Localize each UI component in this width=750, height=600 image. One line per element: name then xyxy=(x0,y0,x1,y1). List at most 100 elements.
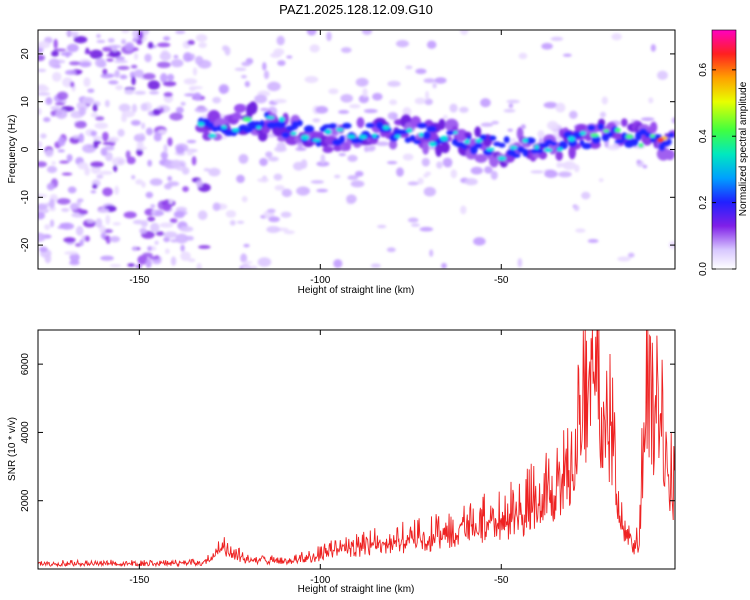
signal-core-blob xyxy=(563,131,573,139)
signal-envelope-blob xyxy=(322,146,334,153)
spectro-blob xyxy=(244,81,250,88)
spectro-blob xyxy=(100,255,114,261)
spectro-blob xyxy=(354,170,364,177)
y-tick-label: 10 xyxy=(20,96,31,108)
spectro-blob xyxy=(57,149,65,153)
spectro-blob xyxy=(82,96,95,105)
spectro-blob xyxy=(38,41,51,49)
spectro-blob xyxy=(517,257,523,268)
signal-envelope-blob xyxy=(440,141,450,154)
spectro-blob xyxy=(225,210,237,218)
spectro-blob xyxy=(241,74,247,79)
spectro-blob xyxy=(114,185,119,195)
spectro-blob xyxy=(347,154,358,162)
signal-peak-blob xyxy=(324,129,332,134)
spectro-blob xyxy=(263,70,270,80)
spectro-blob xyxy=(57,136,66,147)
spectro-blob xyxy=(124,42,135,52)
spectro-blob xyxy=(117,128,125,137)
signal-core-blob xyxy=(461,145,468,150)
spectro-blob xyxy=(142,252,153,258)
spectro-blob xyxy=(69,252,80,263)
spectro-blob xyxy=(349,104,361,109)
spectro-blob xyxy=(89,49,103,59)
spectro-blob xyxy=(107,38,115,43)
spectro-blob xyxy=(38,92,51,96)
spectro-blob xyxy=(242,260,253,264)
signal-core-blob xyxy=(488,135,497,141)
spectro-blob xyxy=(96,174,104,179)
snr-series-line xyxy=(38,330,675,568)
spectro-blob xyxy=(274,184,285,191)
spectro-blob xyxy=(83,77,91,87)
spectro-blob xyxy=(192,67,198,76)
spectro-blob xyxy=(273,173,283,181)
signal-peak-blob xyxy=(579,131,587,136)
spectro-blob xyxy=(180,251,191,262)
y-tick-label: -10 xyxy=(20,190,31,205)
spectro-blob xyxy=(407,217,419,223)
spectro-blob xyxy=(259,157,268,167)
spectro-blob xyxy=(74,121,87,129)
spectro-blob xyxy=(79,61,92,68)
spectro-blob xyxy=(145,258,152,269)
spectro-blob xyxy=(372,92,383,101)
spectro-blob xyxy=(104,99,110,108)
spectro-blob xyxy=(64,69,77,76)
x-tick-label: -100 xyxy=(310,575,330,586)
spectro-blob xyxy=(636,159,641,164)
spectro-blob xyxy=(599,111,607,118)
signal-peak-blob xyxy=(418,132,424,138)
spectro-blob xyxy=(90,161,104,168)
chart-title: PAZ1.2025.128.12.09.G10 xyxy=(279,2,433,17)
spectro-blob xyxy=(180,101,186,106)
colorbar-gradient xyxy=(711,29,737,270)
spectro-blob xyxy=(334,174,341,179)
spectro-blob xyxy=(102,46,113,52)
spectro-blob xyxy=(149,178,163,186)
spectro-blob xyxy=(63,237,76,243)
spectro-blob xyxy=(300,159,308,169)
spectrogram-y-ticks: 20 10 0 -10 -20 xyxy=(20,48,675,252)
spectro-blob xyxy=(234,67,247,71)
spectro-blob xyxy=(163,36,171,41)
spectro-blob xyxy=(328,88,339,95)
spectro-blob xyxy=(387,111,398,120)
spectro-blob xyxy=(38,84,48,91)
spectro-blob xyxy=(180,244,185,252)
spectro-blob xyxy=(611,33,622,41)
signal-envelope-blob xyxy=(356,117,365,129)
signal-peak-blob xyxy=(440,135,448,142)
spectro-blob xyxy=(119,74,128,80)
signal-core-blob xyxy=(281,131,290,139)
spectro-blob xyxy=(296,186,311,196)
spectro-blob xyxy=(170,59,184,68)
spectro-blob xyxy=(424,98,433,106)
signal-envelope-blob xyxy=(474,126,482,138)
spectro-blob xyxy=(229,220,236,226)
spectro-blob xyxy=(114,59,128,64)
spectro-blob xyxy=(173,54,179,59)
spectro-blob xyxy=(480,122,494,127)
spectro-blob xyxy=(240,253,248,263)
spectro-blob xyxy=(171,159,182,169)
spectro-blob xyxy=(295,147,307,151)
signal-core-blob xyxy=(587,124,596,132)
x-tick-label: -150 xyxy=(129,575,149,586)
spectro-blob xyxy=(148,256,160,260)
signal-core-blob xyxy=(524,137,536,145)
signal-peak-blob xyxy=(638,143,644,148)
spectro-blob xyxy=(157,42,171,48)
signal-peak-blob xyxy=(557,147,563,152)
signal-core-blob xyxy=(426,125,437,133)
spectro-blob xyxy=(115,84,124,91)
y-tick-label: -20 xyxy=(20,237,31,252)
spectro-blob xyxy=(169,112,184,121)
signal-envelope-blob xyxy=(333,144,343,152)
spectro-blob xyxy=(175,145,185,155)
spectro-blob xyxy=(254,94,268,104)
spectro-blob xyxy=(243,243,250,248)
spectro-blob xyxy=(197,210,208,221)
spectro-blob xyxy=(347,175,359,181)
spectro-blob xyxy=(257,257,272,267)
